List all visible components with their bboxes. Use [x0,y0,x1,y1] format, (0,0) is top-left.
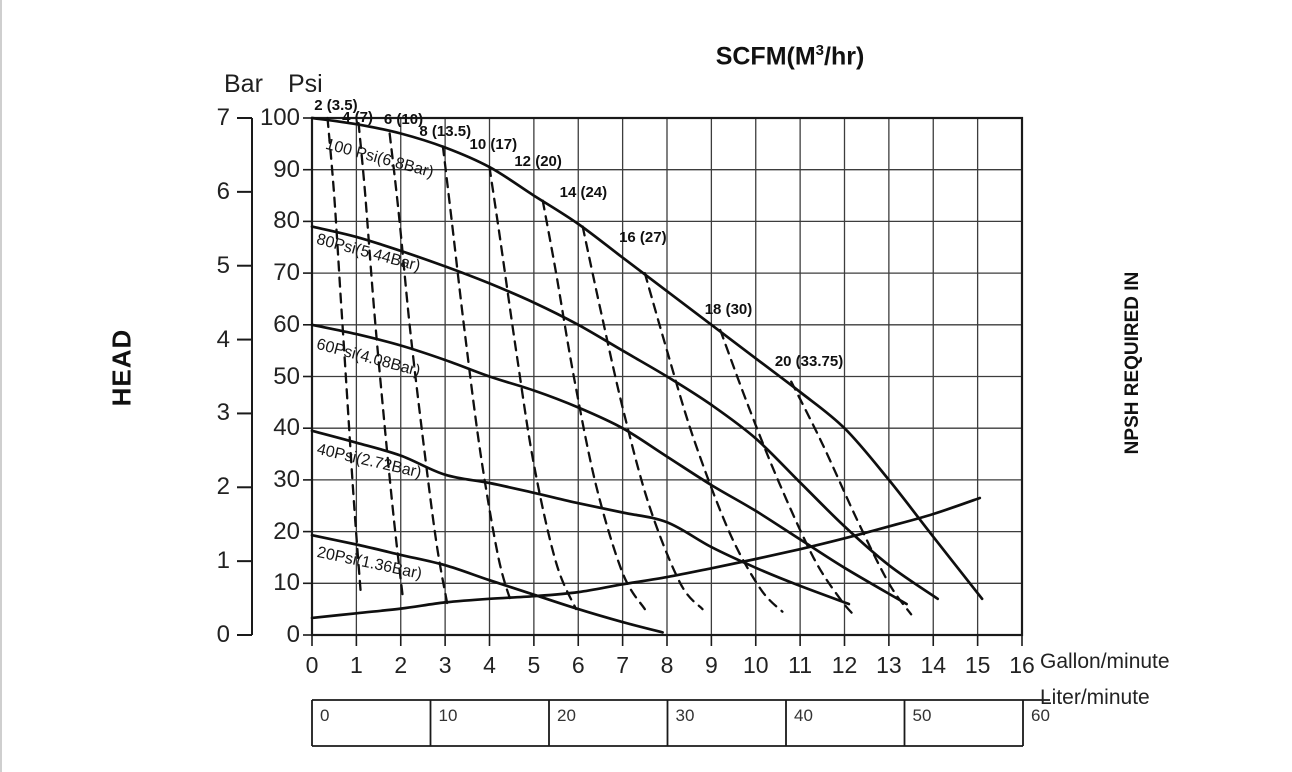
scfm-curve-12 [541,199,646,611]
bar-tick-label: 7 [216,104,230,131]
scfm-curve-18 [719,328,857,619]
chart-title-post: /hr) [824,42,865,71]
scfm-curve-label: 6 (10) [383,111,424,129]
gallon-tick-label: 14 [920,652,947,678]
chart-title-sup: 3 [815,42,825,59]
scfm-curve-label: 16 (27) [619,228,667,246]
chart-title: SCFM(M3/hr) [640,42,940,71]
bar-tick-label: 1 [216,547,230,575]
scfm-curve-10 [488,165,578,611]
gallon-tick-label: 2 [394,652,408,678]
gallon-unit-label: Gallon/minute [1040,650,1170,673]
gallon-tick-label: 8 [660,652,674,678]
gallon-tick-label: 10 [742,652,769,678]
bar-tick-label: 2 [216,473,230,501]
liter-tick-label: 0 [320,706,330,725]
liter-tick-label: 60 [1031,706,1050,725]
gallon-tick-label: 15 [964,652,991,678]
scfm-curve-label: 2 (3.5) [314,97,358,115]
bar-tick-label: 6 [216,177,230,205]
gallon-tick-label: 16 [1009,652,1035,678]
npsh-axis-label: NPSH REQUIRED IN [1122,271,1143,455]
scfm-curve-label: 10 (17) [469,135,518,153]
scfm-curve-8 [441,145,513,606]
psi-tick-label: 10 [273,569,300,597]
scfm-curve-6 [388,132,449,606]
scfm-curve-4 [357,122,405,600]
pressure-curve-100-psi-6-8bar- [310,116,984,601]
chart-title-pre: SCFM(M [715,42,816,71]
scfm-curve-14 [581,225,704,611]
gallon-tick-label: 3 [438,652,452,678]
scfm-curve-20 [790,380,913,616]
gallon-tick-label: 6 [571,652,585,678]
psi-tick-label: 90 [273,155,300,183]
gallon-tick-label: 9 [704,652,718,678]
scfm-curve-label: 4 (7) [342,109,374,127]
liter-tick-label: 50 [912,706,932,725]
liter-unit-label: Liter/minute [1040,686,1150,709]
head-axis-label: HEAD [106,328,137,407]
psi-tick-label: 30 [273,465,300,493]
gallon-tick-label: 4 [483,652,496,678]
psi-tick-label: 100 [259,104,300,131]
psi-tick-label: 70 [273,259,300,287]
scfm-curve-label: 8 (13.5) [419,123,472,141]
psi-tick-label: 40 [273,414,300,442]
bar-axis-header: Bar [224,70,263,98]
gallon-tick-label: 7 [616,652,630,678]
bar-tick-label: 5 [216,251,230,279]
scfm-curve-label: 20 (33.75) [774,352,844,370]
gallon-tick-label: 5 [527,652,541,678]
scfm-curve-16 [643,271,784,613]
npsh-curve [310,496,982,620]
pressure-curve-80psi-5-44bar- [310,225,940,601]
bar-tick-label: 3 [216,399,230,427]
page-edge-strip [0,0,2,772]
pressure-curve-60psi-4-08bar- [310,323,908,606]
pressure-curve-40psi-2-72bar- [310,429,851,606]
bar-tick-label: 4 [216,325,230,353]
gallon-tick-label: 1 [349,652,363,678]
scfm-curve-label: 12 (20) [514,153,562,171]
gallon-tick-label: 11 [788,652,813,678]
psi-tick-label: 80 [273,207,300,235]
liter-tick-label: 20 [557,706,576,725]
pressure-curve-20psi-1-36bar- [310,533,664,634]
psi-tick-label: 50 [273,362,300,390]
liter-tick-label: 40 [794,706,813,725]
bar-tick-label: 0 [216,621,230,648]
gallon-tick-label: 13 [876,652,902,678]
liter-tick-label: 10 [438,706,458,725]
psi-tick-label: 0 [286,621,300,648]
psi-tick-label: 60 [273,310,300,338]
gallon-tick-label: 0 [305,652,319,678]
liter-tick-label: 30 [675,706,695,725]
gallon-tick-label: 12 [831,652,858,678]
plot-frame [310,116,1024,637]
scfm-curve-label: 14 (24) [559,183,608,201]
psi-axis-header: Psi [288,70,323,98]
scfm-curve-label: 18 (30) [704,301,753,319]
psi-tick-label: 20 [273,517,300,545]
